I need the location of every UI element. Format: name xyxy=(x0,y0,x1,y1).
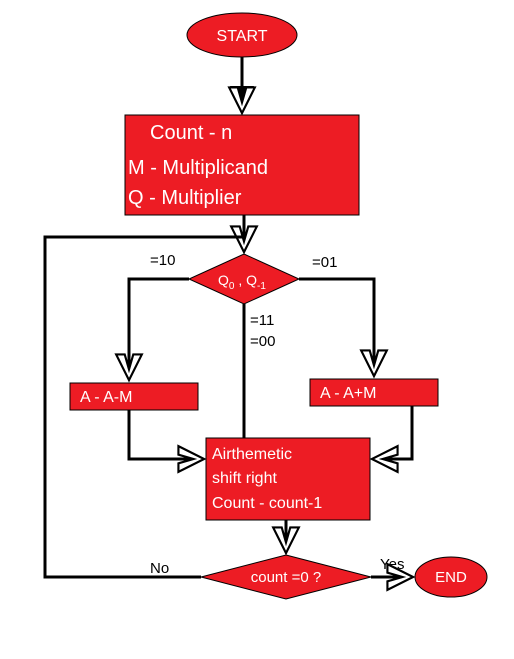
node-add-am-label: A - A+M xyxy=(320,385,376,402)
node-init-line1: Count - n xyxy=(150,122,232,144)
edge-sub-shift xyxy=(129,410,202,459)
node-shift-line3: Count - count-1 xyxy=(212,495,322,512)
edge-label-eq01: =01 xyxy=(312,254,337,271)
edge-label-eq10: =10 xyxy=(150,252,175,269)
edge-label-no: No xyxy=(150,560,169,577)
edge-label-yes: Yes xyxy=(380,556,404,573)
node-decision-count-label: count =0 ? xyxy=(251,569,321,586)
edge-decq-sub xyxy=(129,279,189,378)
flowchart-canvas: START Count - n M - Multiplicand Q - Mul… xyxy=(0,0,514,659)
node-sub-am-label: A - A-M xyxy=(80,389,132,406)
edge-add-shift xyxy=(374,406,412,459)
node-shift-line2: shift right xyxy=(212,470,277,487)
node-init-line3: Q - Multiplier xyxy=(128,187,242,209)
edge-decq-add xyxy=(299,279,374,374)
edge-label-eq00: =00 xyxy=(250,333,275,350)
node-start-label: START xyxy=(217,28,268,45)
node-init-line2: M - Multiplicand xyxy=(128,157,268,179)
node-end-label: END xyxy=(435,569,467,586)
node-shift-line1: Airthemetic xyxy=(212,446,292,463)
edge-label-eq11: =11 xyxy=(250,312,274,329)
